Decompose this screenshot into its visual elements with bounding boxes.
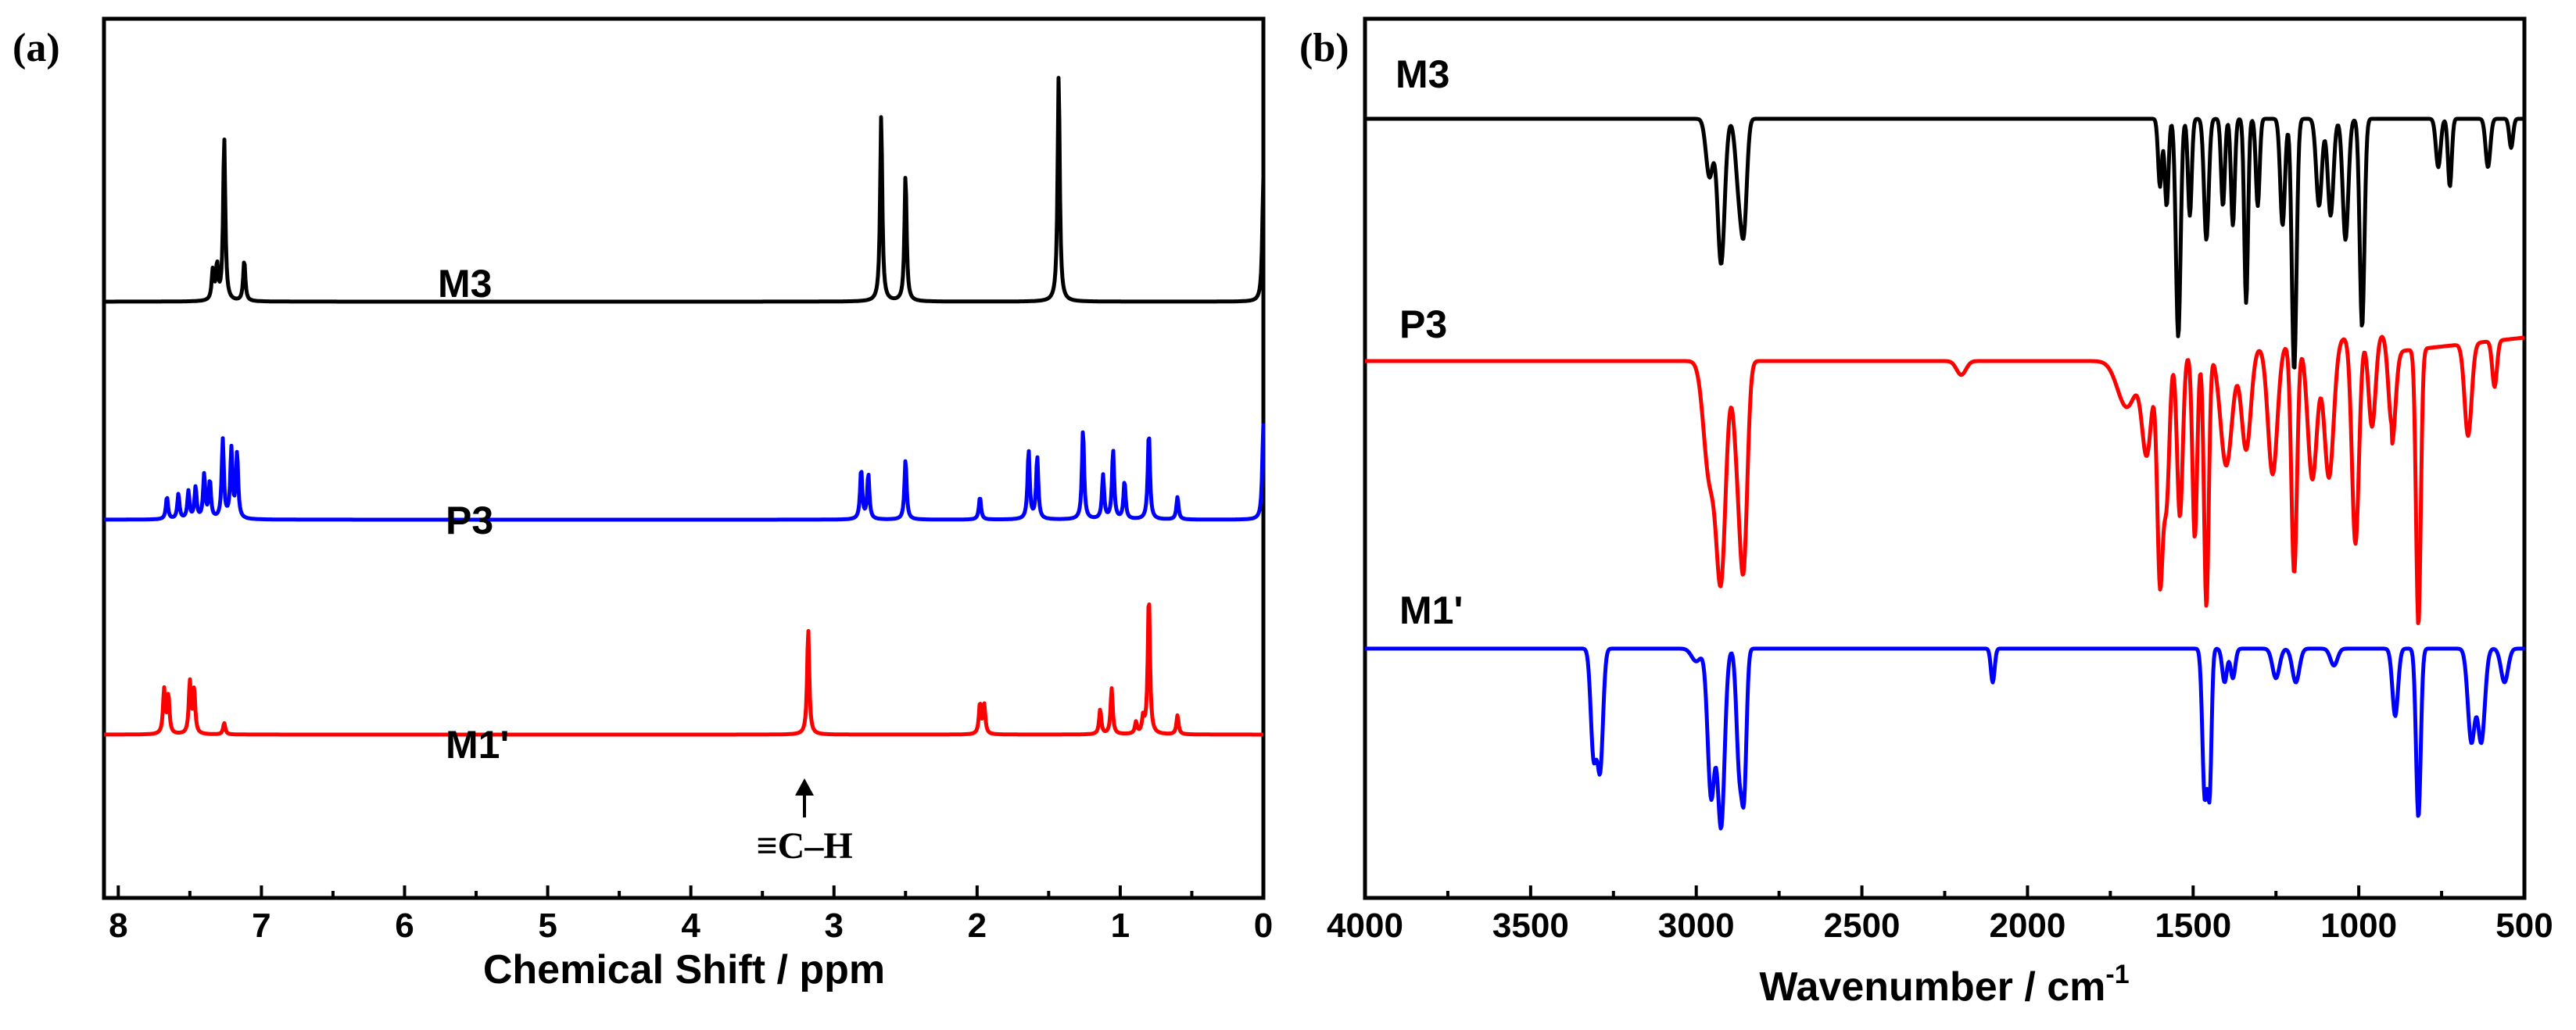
annotation-alkyne-ch: ≡C–H bbox=[756, 825, 852, 867]
nmr-trace-m1prime bbox=[102, 602, 1265, 737]
x-tick-label-ppm-6: 6 bbox=[395, 907, 414, 945]
panel-b-label: (b) bbox=[1299, 26, 1349, 70]
series-label-p3-nmr: P3 bbox=[446, 499, 493, 542]
panel-b-x-axis-title-sup: -1 bbox=[2105, 960, 2129, 989]
alkyne-ch-annotation: ≡C–H bbox=[756, 778, 853, 867]
panel-a-traces bbox=[102, 76, 1266, 737]
series-label-p3-ftir: P3 bbox=[1399, 302, 1447, 346]
series-label-m1prime-nmr: M1' bbox=[446, 723, 509, 767]
panel-b-ftir: (b) 4000 3500 3000 2500 2000 1500 1000 500 M3 P… bbox=[1299, 16, 2553, 1010]
panel-b-x-ticks: 4000 3500 3000 2500 2000 1500 1000 500 bbox=[1327, 885, 2553, 945]
x-tick-label-ppm-3: 3 bbox=[824, 907, 843, 945]
series-label-m1prime-ftir: M1' bbox=[1399, 588, 1463, 632]
x-tick-label-wn-1500: 1500 bbox=[2155, 907, 2231, 945]
x-tick-label-ppm-4: 4 bbox=[681, 907, 700, 945]
panel-a-nmr: (a) 8 7 6 5 4 3 2 1 0 M3 P3 M1' ≡C–H Chemical Sh… bbox=[13, 16, 1273, 992]
x-tick-label-ppm-8: 8 bbox=[109, 907, 127, 945]
x-tick-label-ppm-0: 0 bbox=[1254, 907, 1273, 945]
series-label-m3-nmr: M3 bbox=[438, 262, 492, 306]
x-tick-label-wn-2500: 2500 bbox=[1824, 907, 1901, 945]
x-tick-label-ppm-1: 1 bbox=[1111, 907, 1130, 945]
panel-a-frame bbox=[102, 16, 1266, 900]
x-tick-label-ppm-2: 2 bbox=[968, 907, 987, 945]
panel-a-x-axis-title: Chemical Shift / ppm bbox=[483, 947, 885, 992]
x-tick-label-wn-2000: 2000 bbox=[1989, 907, 2065, 945]
x-tick-label-wn-3000: 3000 bbox=[1658, 907, 1735, 945]
ftir-trace-p3 bbox=[1363, 334, 2526, 625]
ftir-trace-m1prime bbox=[1363, 646, 2526, 831]
nmr-trace-m3 bbox=[102, 76, 1266, 304]
series-label-m3-ftir: M3 bbox=[1395, 52, 1449, 96]
ftir-trace-m3 bbox=[1363, 116, 2526, 370]
panel-a-label: (a) bbox=[13, 26, 60, 70]
annotation-arrow-head bbox=[795, 778, 814, 796]
nmr-trace-p3 bbox=[102, 423, 1266, 522]
x-tick-label-wn-3500: 3500 bbox=[1492, 907, 1569, 945]
x-tick-label-wn-500: 500 bbox=[2495, 907, 2553, 945]
panel-b-series-labels: M3 P3 M1' bbox=[1395, 52, 1463, 632]
x-tick-label-wn-4000: 4000 bbox=[1327, 907, 1403, 945]
panel-b-traces bbox=[1363, 116, 2526, 831]
x-tick-label-ppm-5: 5 bbox=[538, 907, 557, 945]
x-tick-label-wn-1000: 1000 bbox=[2320, 907, 2397, 945]
x-tick-label-ppm-7: 7 bbox=[252, 907, 270, 945]
panel-b-x-axis-title-main: Wavenumber / cm bbox=[1759, 964, 2105, 1010]
panel-a-series-labels: M3 P3 M1' bbox=[438, 262, 509, 767]
panel-a-x-ticks: 8 7 6 5 4 3 2 1 0 bbox=[109, 885, 1273, 945]
panel-b-x-axis-title: Wavenumber / cm-1 bbox=[1759, 960, 2129, 1010]
